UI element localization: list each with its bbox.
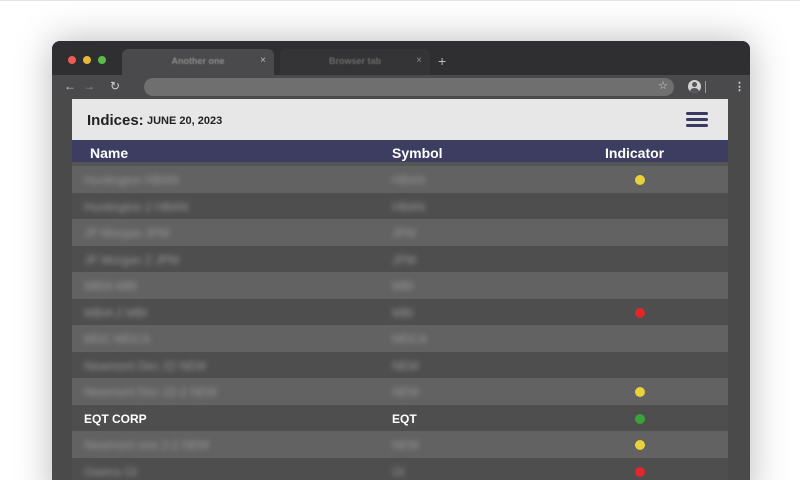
- row-symbol: HBAN: [392, 173, 426, 187]
- row-symbol: MBI: [392, 279, 414, 293]
- tab-close-icon[interactable]: ×: [416, 55, 422, 66]
- table-row[interactable]: Newmont Dec 22 NEM NEM: [72, 351, 728, 378]
- row-name: Newmont one 2-2 NEM: [84, 438, 209, 452]
- tab-close-icon[interactable]: ×: [260, 55, 266, 66]
- indicator-green-dot: [635, 413, 645, 424]
- table-body: Huntington HBAN HBAN Huntington 2 HBAN HBAN…: [72, 166, 728, 480]
- table-row[interactable]: EQT CORP EQT: [72, 404, 728, 431]
- page-date: JUNE 20, 2023: [147, 115, 223, 127]
- browser-window: Another one × Browser tab × + ← → ↻ ☆ ⋮ …: [52, 41, 750, 480]
- table-row-partial: [72, 162, 728, 166]
- row-name: MBIA MBI: [84, 279, 138, 293]
- table-row[interactable]: MBIA MBI MBI: [72, 272, 728, 299]
- row-name: Newmont Dec 22 NEM: [84, 358, 207, 373]
- table-row[interactable]: Newmont one 2-2 NEM NEM: [72, 431, 728, 458]
- tab-title: Another one: [171, 56, 225, 66]
- browser-titlebar: Another one × Browser tab × +: [52, 41, 750, 75]
- address-bar[interactable]: ☆: [144, 78, 674, 96]
- arrow-left-icon[interactable]: ←: [64, 79, 76, 93]
- table-row[interactable]: JP Morgan 2 JPM JPM: [72, 245, 728, 272]
- row-name: JP Morgan 2 JPM: [84, 252, 180, 267]
- table-row[interactable]: Newmont Dec 22-2 NEM NEM: [72, 378, 728, 405]
- indicator-red-dot: [635, 466, 645, 477]
- row-symbol: OI: [392, 464, 405, 479]
- table-row[interactable]: JP Morgan JPM JPM: [72, 219, 728, 246]
- table-row[interactable]: Huntington HBAN HBAN: [72, 166, 728, 193]
- indicator-yellow-dot: [635, 387, 645, 397]
- page-viewport: Indices: JUNE 20, 2023 Name Symbol Indic…: [72, 99, 728, 480]
- row-symbol: JPM: [392, 226, 416, 240]
- table-row[interactable]: Huntington 2 HBAN HBAN: [72, 192, 728, 219]
- new-tab-icon[interactable]: +: [438, 53, 447, 69]
- indicator-yellow-dot: [635, 440, 645, 450]
- browser-toolbar: ← → ↻ ☆ ⋮: [52, 75, 750, 99]
- browser-tab-inactive[interactable]: Browser tab ×: [280, 49, 430, 75]
- row-symbol: HBAN: [392, 199, 426, 214]
- page-title: Indices:: [87, 112, 144, 129]
- window-minimize-dot[interactable]: [83, 56, 91, 64]
- table-row[interactable]: MDC MDCA MDCA: [72, 325, 728, 352]
- column-header-indicator[interactable]: Indicator: [605, 145, 665, 161]
- row-name: JP Morgan JPM: [84, 226, 170, 240]
- column-header-name[interactable]: Name: [90, 145, 129, 161]
- indicator-yellow-dot: [635, 175, 645, 185]
- row-symbol: MDCA: [392, 332, 428, 346]
- row-name: Huntington 2 HBAN: [84, 199, 189, 214]
- row-symbol: EQT: [392, 411, 417, 426]
- column-header-symbol[interactable]: Symbol: [392, 145, 443, 161]
- app-header: Indices: JUNE 20, 2023: [72, 99, 728, 140]
- row-name: Newmont Dec 22-2 NEM: [84, 385, 217, 399]
- row-symbol: JPM: [392, 252, 416, 267]
- table-header: Name Symbol Indicator: [72, 140, 728, 166]
- row-symbol: NEM: [392, 358, 419, 373]
- kebab-menu-icon[interactable]: ⋮: [734, 81, 745, 93]
- row-name: MDC MDCA: [84, 332, 150, 346]
- indicator-red-dot: [635, 307, 645, 318]
- row-name: Huntington HBAN: [84, 173, 179, 187]
- arrow-right-icon[interactable]: →: [83, 79, 95, 93]
- row-name: Owens OI: [84, 464, 138, 479]
- table-row[interactable]: Owens OI OI: [72, 457, 728, 480]
- window-maximize-dot[interactable]: [98, 56, 106, 64]
- profile-icon[interactable]: [688, 80, 701, 93]
- row-name: EQT CORP: [84, 411, 147, 426]
- row-symbol: MBI: [392, 305, 414, 320]
- table-row[interactable]: MBIA 2 MBI MBI: [72, 298, 728, 325]
- window-close-dot[interactable]: [68, 56, 76, 64]
- page-top-border: [0, 0, 800, 1]
- tab-title: Browser tab: [328, 56, 381, 66]
- reload-icon[interactable]: ↻: [110, 79, 121, 93]
- hamburger-menu-icon[interactable]: [686, 112, 708, 128]
- row-symbol: NEM: [392, 438, 419, 452]
- browser-tab-active[interactable]: Another one ×: [122, 49, 274, 75]
- row-symbol: NEM: [392, 385, 419, 399]
- row-name: MBIA 2 MBI: [84, 305, 148, 320]
- toolbar-divider: [705, 81, 706, 93]
- star-icon[interactable]: ☆: [658, 80, 668, 92]
